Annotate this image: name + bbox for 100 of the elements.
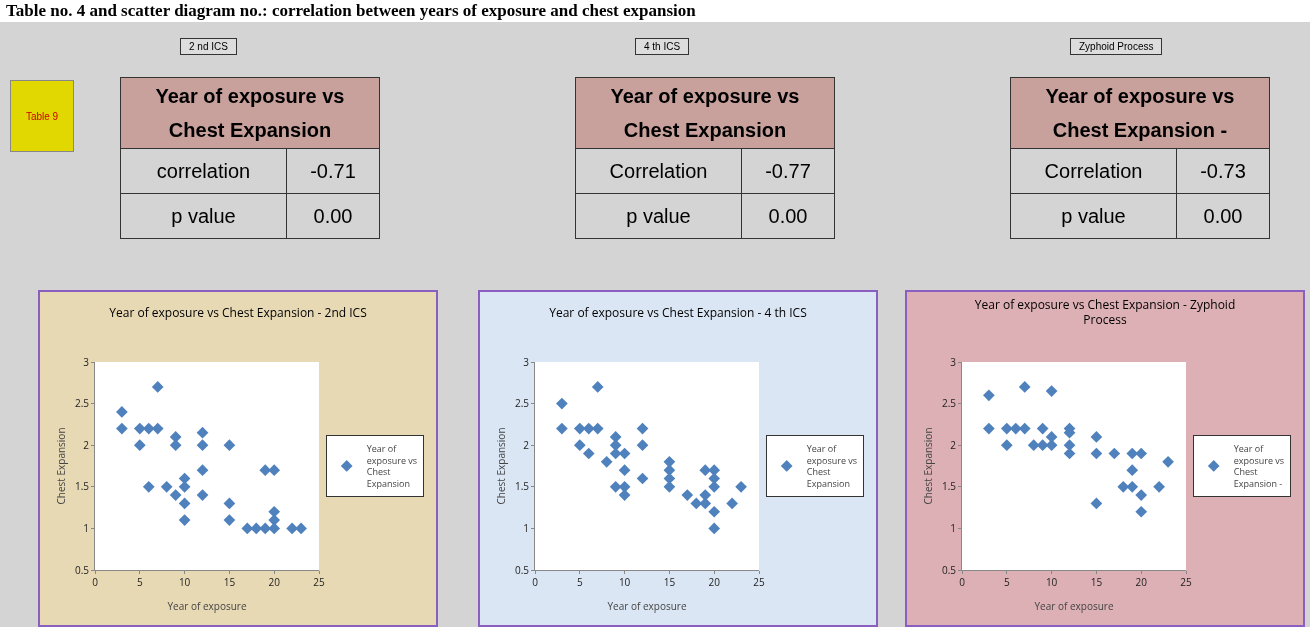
legend-label: Year of exposure vs Chest Expansion	[366, 441, 418, 490]
text: -0.71	[286, 148, 380, 194]
chart-title: Year of exposure vs Chest Expansion - Zyphoid Process	[974, 295, 1236, 329]
point	[1000, 422, 1013, 435]
point	[600, 455, 613, 468]
chart-title: Year of exposure vs Chest Expansion - 2nd ICS	[109, 304, 367, 322]
point	[1036, 422, 1049, 435]
point	[681, 489, 694, 501]
text: Year of exposure vs Chest Expansion -	[1010, 77, 1270, 149]
point	[591, 381, 604, 393]
text: p value	[1010, 193, 1177, 239]
point	[160, 480, 173, 493]
point	[1135, 489, 1148, 501]
point	[268, 464, 281, 477]
point	[556, 397, 568, 410]
y-tick-label: 3	[523, 354, 530, 369]
point	[1126, 464, 1139, 477]
y-tick-label: 2	[950, 437, 957, 452]
x-tick-label: 0	[959, 575, 966, 589]
point	[1135, 447, 1148, 460]
point	[151, 381, 164, 393]
point	[116, 406, 128, 418]
legend-label: Year of exposure vs Chest Expansion	[806, 441, 858, 490]
point	[116, 422, 128, 435]
y-tick-label: 0.5	[941, 562, 957, 577]
point	[196, 489, 209, 501]
y-axis-title: Chest Expansion	[921, 427, 935, 505]
point	[983, 422, 995, 435]
point	[223, 439, 236, 452]
y-tick-label: 1.5	[941, 479, 957, 494]
point	[573, 422, 586, 435]
x-tick-label: 15	[1090, 575, 1103, 589]
point	[223, 497, 236, 510]
x-tick-label: 5	[576, 575, 583, 589]
x-tick-label: 25	[753, 575, 765, 589]
point	[178, 497, 191, 510]
point	[1090, 497, 1103, 510]
point	[169, 489, 182, 501]
text: correlation	[120, 148, 287, 194]
legend-label: Year of exposure vs Chest Expansion -	[1233, 441, 1285, 490]
x-tick-label: 10	[178, 575, 191, 589]
point	[286, 522, 298, 535]
point	[1153, 480, 1165, 493]
text: 4 th ICS	[635, 38, 690, 55]
y-tick-label: 1.5	[74, 479, 90, 494]
text: 0.00	[1176, 193, 1270, 239]
text: Zyphoid Process	[1070, 38, 1163, 55]
y-tick-label: 3	[83, 354, 90, 369]
y-tick-label: 0.5	[514, 562, 530, 577]
x-tick-label: 10	[1045, 575, 1058, 589]
point	[1135, 505, 1148, 518]
x-tick-label: 20	[268, 575, 281, 589]
text: p value	[120, 193, 287, 239]
chart-title: Year of exposure vs Chest Expansion - 4 th ICS	[549, 304, 807, 322]
y-tick-label: 1	[83, 520, 89, 535]
point	[142, 480, 155, 493]
point	[1045, 385, 1058, 397]
y-tick-label: 2	[523, 437, 530, 452]
point	[1162, 455, 1174, 468]
y-tick-label: 0.5	[74, 562, 90, 577]
y-tick-label: 2.5	[74, 396, 90, 411]
x-tick-label: 25	[313, 575, 325, 589]
x-tick-label: 0	[92, 575, 99, 589]
text: Table no. 4 and scatter diagram no.: correlation between years of exposure and chest expansion	[0, 0, 1310, 22]
point	[556, 422, 568, 435]
x-axis-title: Year of exposure	[167, 599, 247, 613]
x-tick-label: 15	[663, 575, 676, 589]
point	[196, 426, 209, 439]
point	[636, 439, 649, 452]
y-tick-label: 3	[950, 354, 957, 369]
x-tick-label: 10	[618, 575, 631, 589]
text: Correlation	[575, 148, 742, 194]
x-axis-title: Year of exposure	[1034, 599, 1114, 613]
point	[708, 505, 721, 518]
y-tick-label: 2.5	[514, 396, 530, 411]
point	[726, 497, 738, 510]
point	[618, 464, 631, 477]
point	[1090, 447, 1103, 460]
point	[1090, 431, 1103, 443]
point	[1126, 480, 1139, 493]
point	[196, 464, 209, 477]
point	[178, 514, 191, 526]
point	[133, 422, 146, 435]
text: Year of exposure vs Chest Expansion	[575, 77, 835, 149]
x-tick-label: 20	[708, 575, 721, 589]
y-axis-title: Chest Expansion	[494, 427, 508, 505]
y-tick-label: 1.5	[514, 479, 530, 494]
y-tick-label: 2	[83, 437, 90, 452]
text: p value	[575, 193, 742, 239]
point	[1027, 439, 1040, 452]
point	[196, 439, 209, 452]
x-tick-label: 15	[223, 575, 236, 589]
y-tick-label: 2.5	[941, 396, 957, 411]
caption: Table 9	[10, 80, 74, 152]
point	[1108, 447, 1121, 460]
text: 2 nd ICS	[180, 38, 237, 55]
text: Correlation	[1010, 148, 1177, 194]
point	[1018, 381, 1031, 393]
point	[582, 447, 595, 460]
x-tick-label: 5	[136, 575, 143, 589]
